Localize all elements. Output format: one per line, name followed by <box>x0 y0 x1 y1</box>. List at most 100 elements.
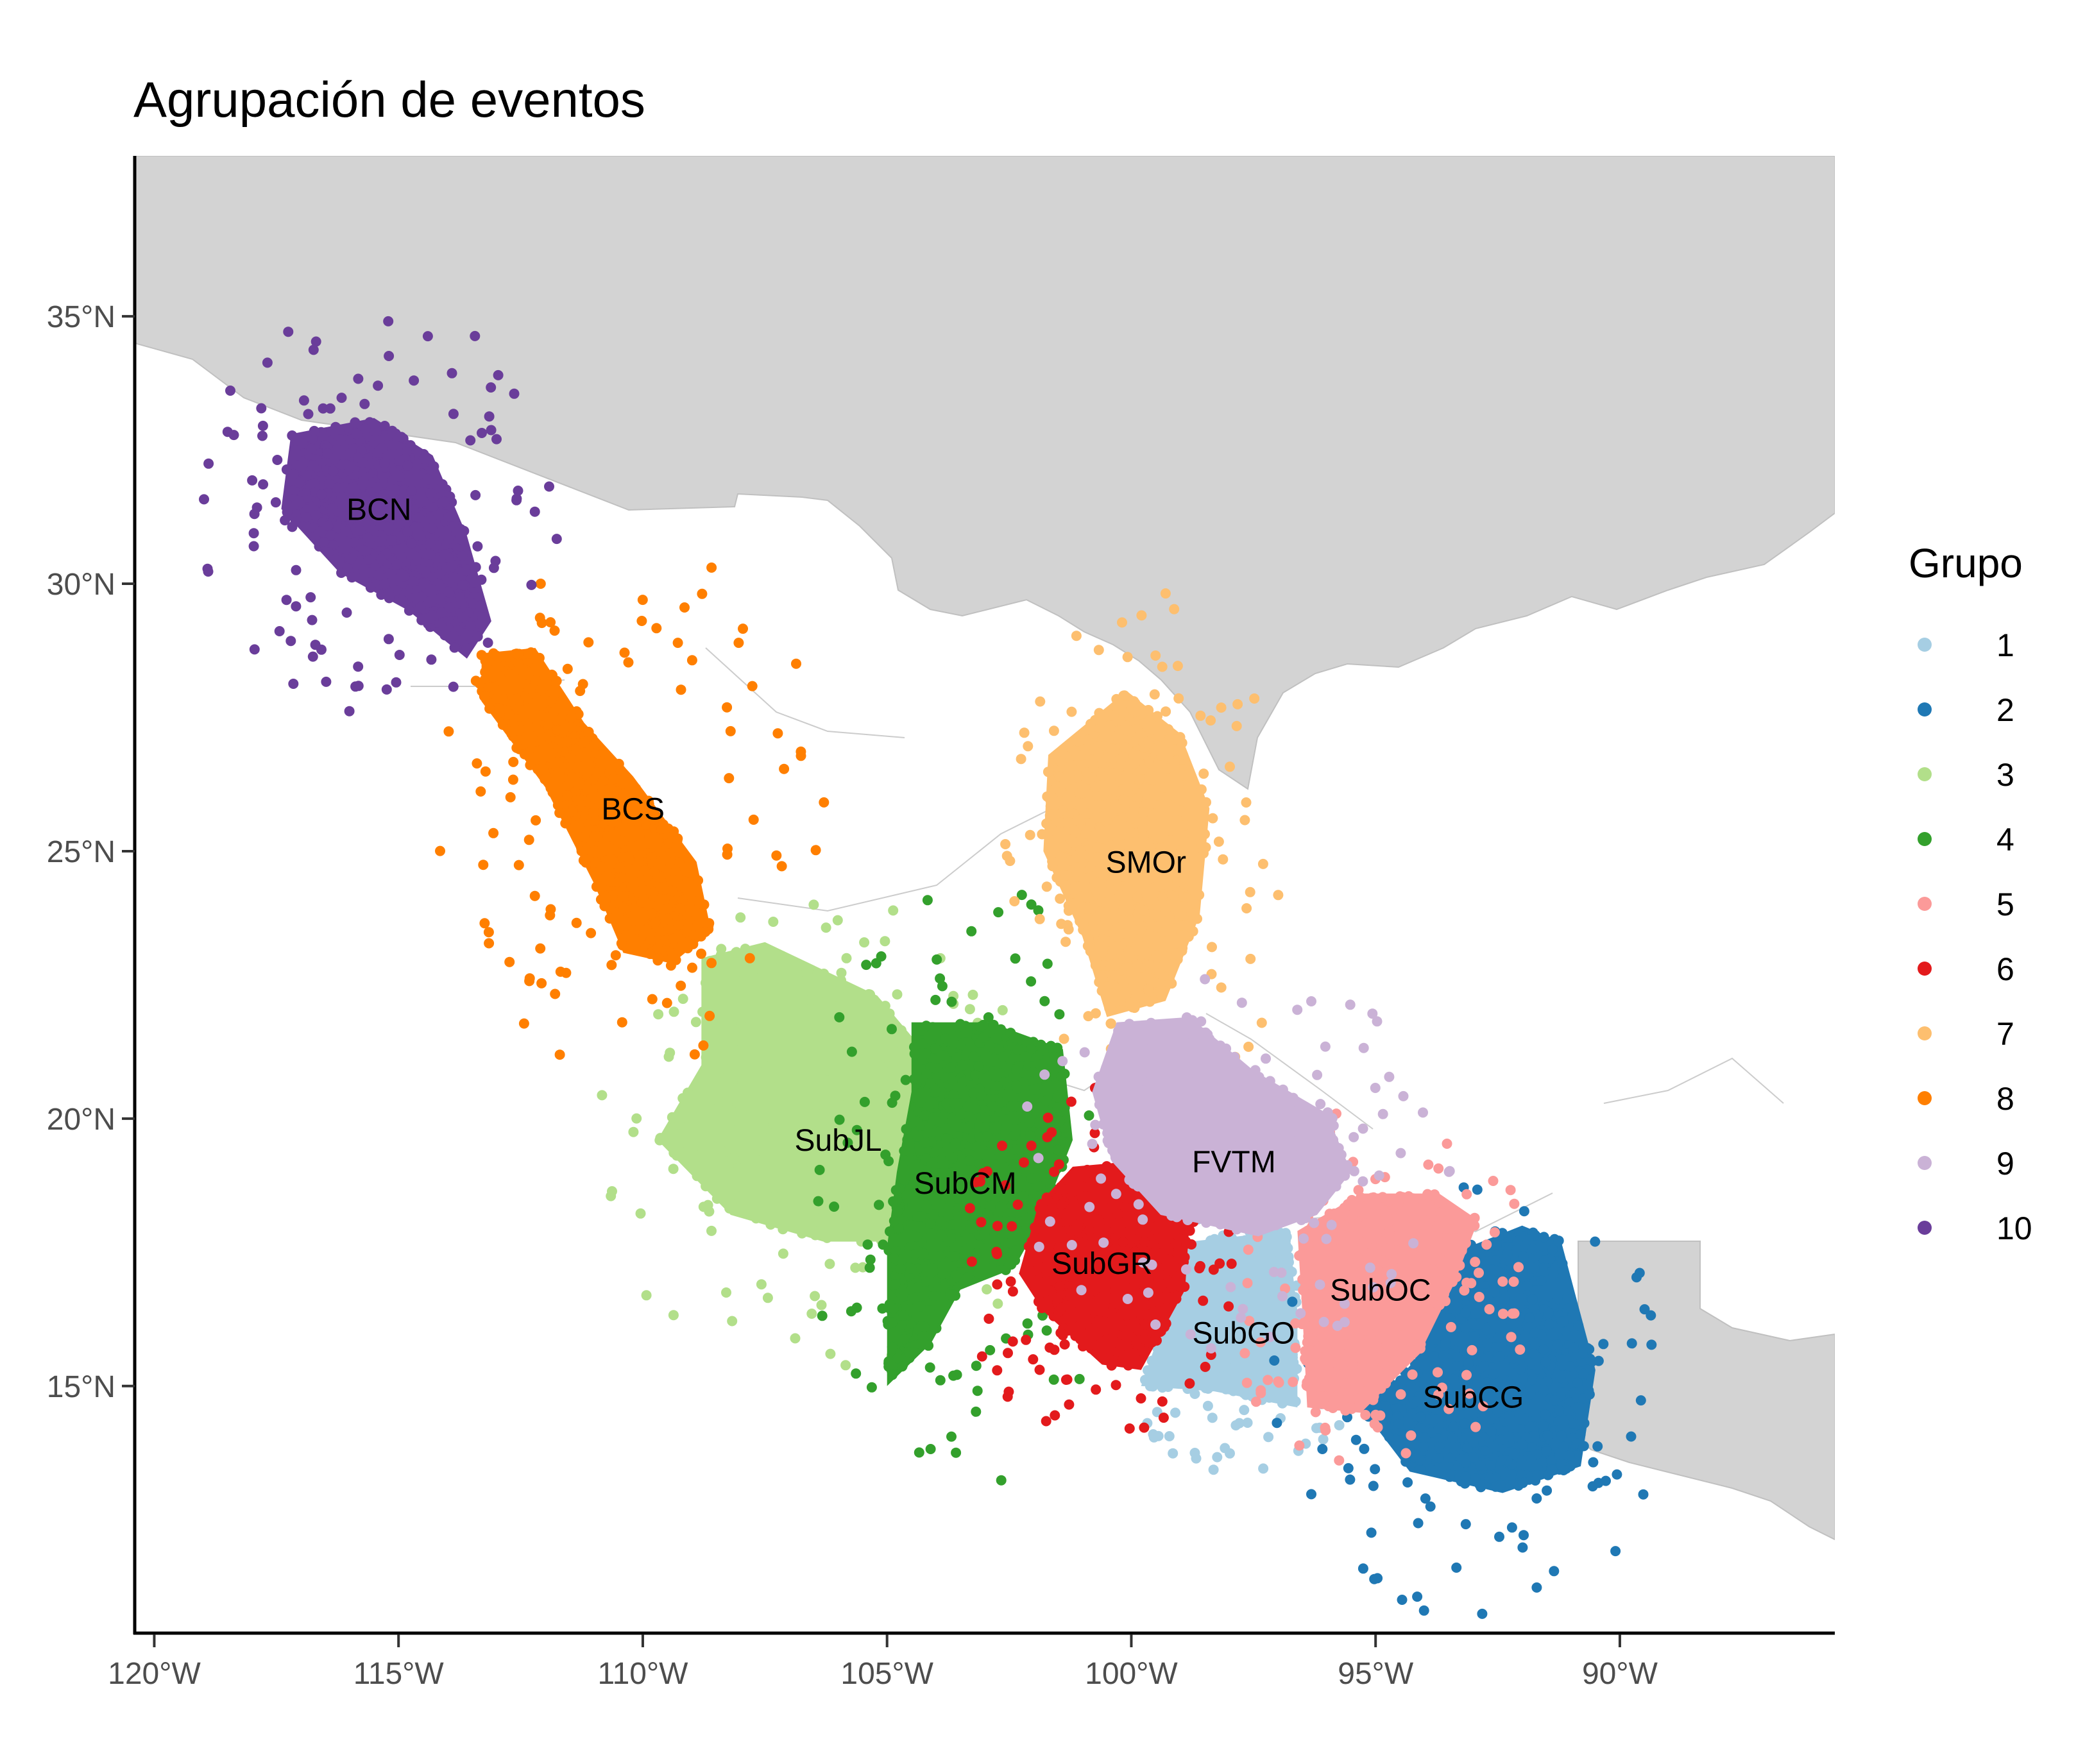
event-point <box>1106 949 1117 960</box>
event-point <box>817 1310 828 1321</box>
event-point <box>478 860 489 870</box>
event-point <box>1257 858 1268 869</box>
event-point <box>767 1073 778 1083</box>
event-point <box>562 790 573 801</box>
event-point <box>1178 749 1188 760</box>
event-point <box>528 698 539 709</box>
event-point <box>1062 1175 1073 1185</box>
event-point <box>1315 1249 1325 1260</box>
event-point <box>747 1002 758 1013</box>
event-point <box>661 997 672 1008</box>
event-point <box>1489 1287 1500 1298</box>
event-point <box>810 1291 821 1302</box>
event-point <box>1197 1244 1208 1255</box>
event-point <box>1488 1399 1499 1410</box>
event-point <box>1053 1159 1064 1170</box>
event-point <box>1247 1357 1257 1368</box>
event-point <box>668 933 679 944</box>
event-point <box>1179 1316 1189 1327</box>
event-point <box>1019 727 1030 738</box>
event-point <box>651 623 662 634</box>
event-point <box>1201 1276 1212 1287</box>
event-point <box>1496 1455 1507 1466</box>
event-point <box>604 913 615 924</box>
event-point <box>739 1094 750 1105</box>
event-point <box>1337 1256 1348 1267</box>
event-point <box>562 663 573 674</box>
event-point <box>773 1169 784 1180</box>
event-point <box>1327 1367 1338 1378</box>
event-point <box>1306 1303 1316 1314</box>
event-point <box>1425 1501 1436 1512</box>
event-point <box>597 776 608 786</box>
event-point <box>874 1218 885 1229</box>
event-point <box>1498 1309 1508 1319</box>
event-point <box>983 1313 994 1324</box>
event-point <box>1149 689 1160 700</box>
event-point <box>1507 1308 1518 1319</box>
event-point <box>1149 1309 1160 1319</box>
event-point <box>973 1061 984 1072</box>
event-point <box>1395 1375 1406 1386</box>
event-point <box>1406 1337 1417 1348</box>
event-point <box>1073 736 1084 747</box>
event-point <box>1286 1328 1297 1339</box>
event-point <box>1037 1045 1048 1056</box>
event-point <box>1528 1294 1538 1305</box>
event-point <box>1112 958 1123 969</box>
event-point <box>909 1074 919 1085</box>
event-point <box>1098 1260 1109 1271</box>
event-point <box>1233 1359 1244 1370</box>
event-point <box>1334 1455 1345 1466</box>
event-point <box>1467 1299 1477 1310</box>
event-point <box>1080 1191 1091 1201</box>
event-point <box>1189 1389 1200 1399</box>
event-point <box>1399 1344 1409 1355</box>
event-point <box>799 1122 810 1133</box>
event-point <box>774 1077 785 1088</box>
event-point <box>647 994 658 1005</box>
event-point <box>839 1063 850 1074</box>
event-point <box>804 1189 815 1200</box>
event-point <box>677 1093 688 1104</box>
event-point <box>904 1155 915 1166</box>
event-point <box>915 1301 926 1312</box>
event-point <box>706 562 717 573</box>
event-point <box>1469 1331 1480 1342</box>
event-point <box>1610 1546 1621 1557</box>
event-point <box>650 917 661 928</box>
event-point <box>744 953 755 963</box>
event-point <box>1023 741 1034 752</box>
event-point <box>992 1080 1003 1091</box>
event-point <box>1409 1306 1420 1316</box>
event-point <box>1112 1175 1122 1185</box>
event-point <box>1505 1185 1516 1196</box>
event-point <box>927 1321 938 1332</box>
event-point <box>1358 1226 1369 1237</box>
event-point <box>1184 1225 1195 1236</box>
event-point <box>815 1043 826 1054</box>
event-point <box>1055 894 1066 904</box>
event-point <box>878 1103 889 1114</box>
event-point <box>1327 1260 1338 1271</box>
event-point <box>1395 1355 1405 1366</box>
event-point <box>1180 820 1191 831</box>
event-point <box>1172 661 1183 672</box>
event-point <box>851 1156 862 1166</box>
event-point <box>633 826 644 836</box>
event-point <box>810 845 821 856</box>
event-point <box>588 808 599 818</box>
event-point <box>1034 1128 1045 1139</box>
event-point <box>1214 1258 1225 1269</box>
event-point <box>1205 715 1216 726</box>
event-point <box>1399 1239 1410 1250</box>
event-point <box>1063 905 1074 916</box>
event-point <box>1538 1344 1549 1355</box>
event-point <box>1127 946 1137 956</box>
event-point <box>1553 1416 1564 1427</box>
event-point <box>1018 1191 1029 1201</box>
event-point <box>756 1096 767 1107</box>
event-point <box>1384 1432 1395 1443</box>
event-point <box>668 1310 679 1321</box>
event-point <box>1173 1246 1184 1257</box>
